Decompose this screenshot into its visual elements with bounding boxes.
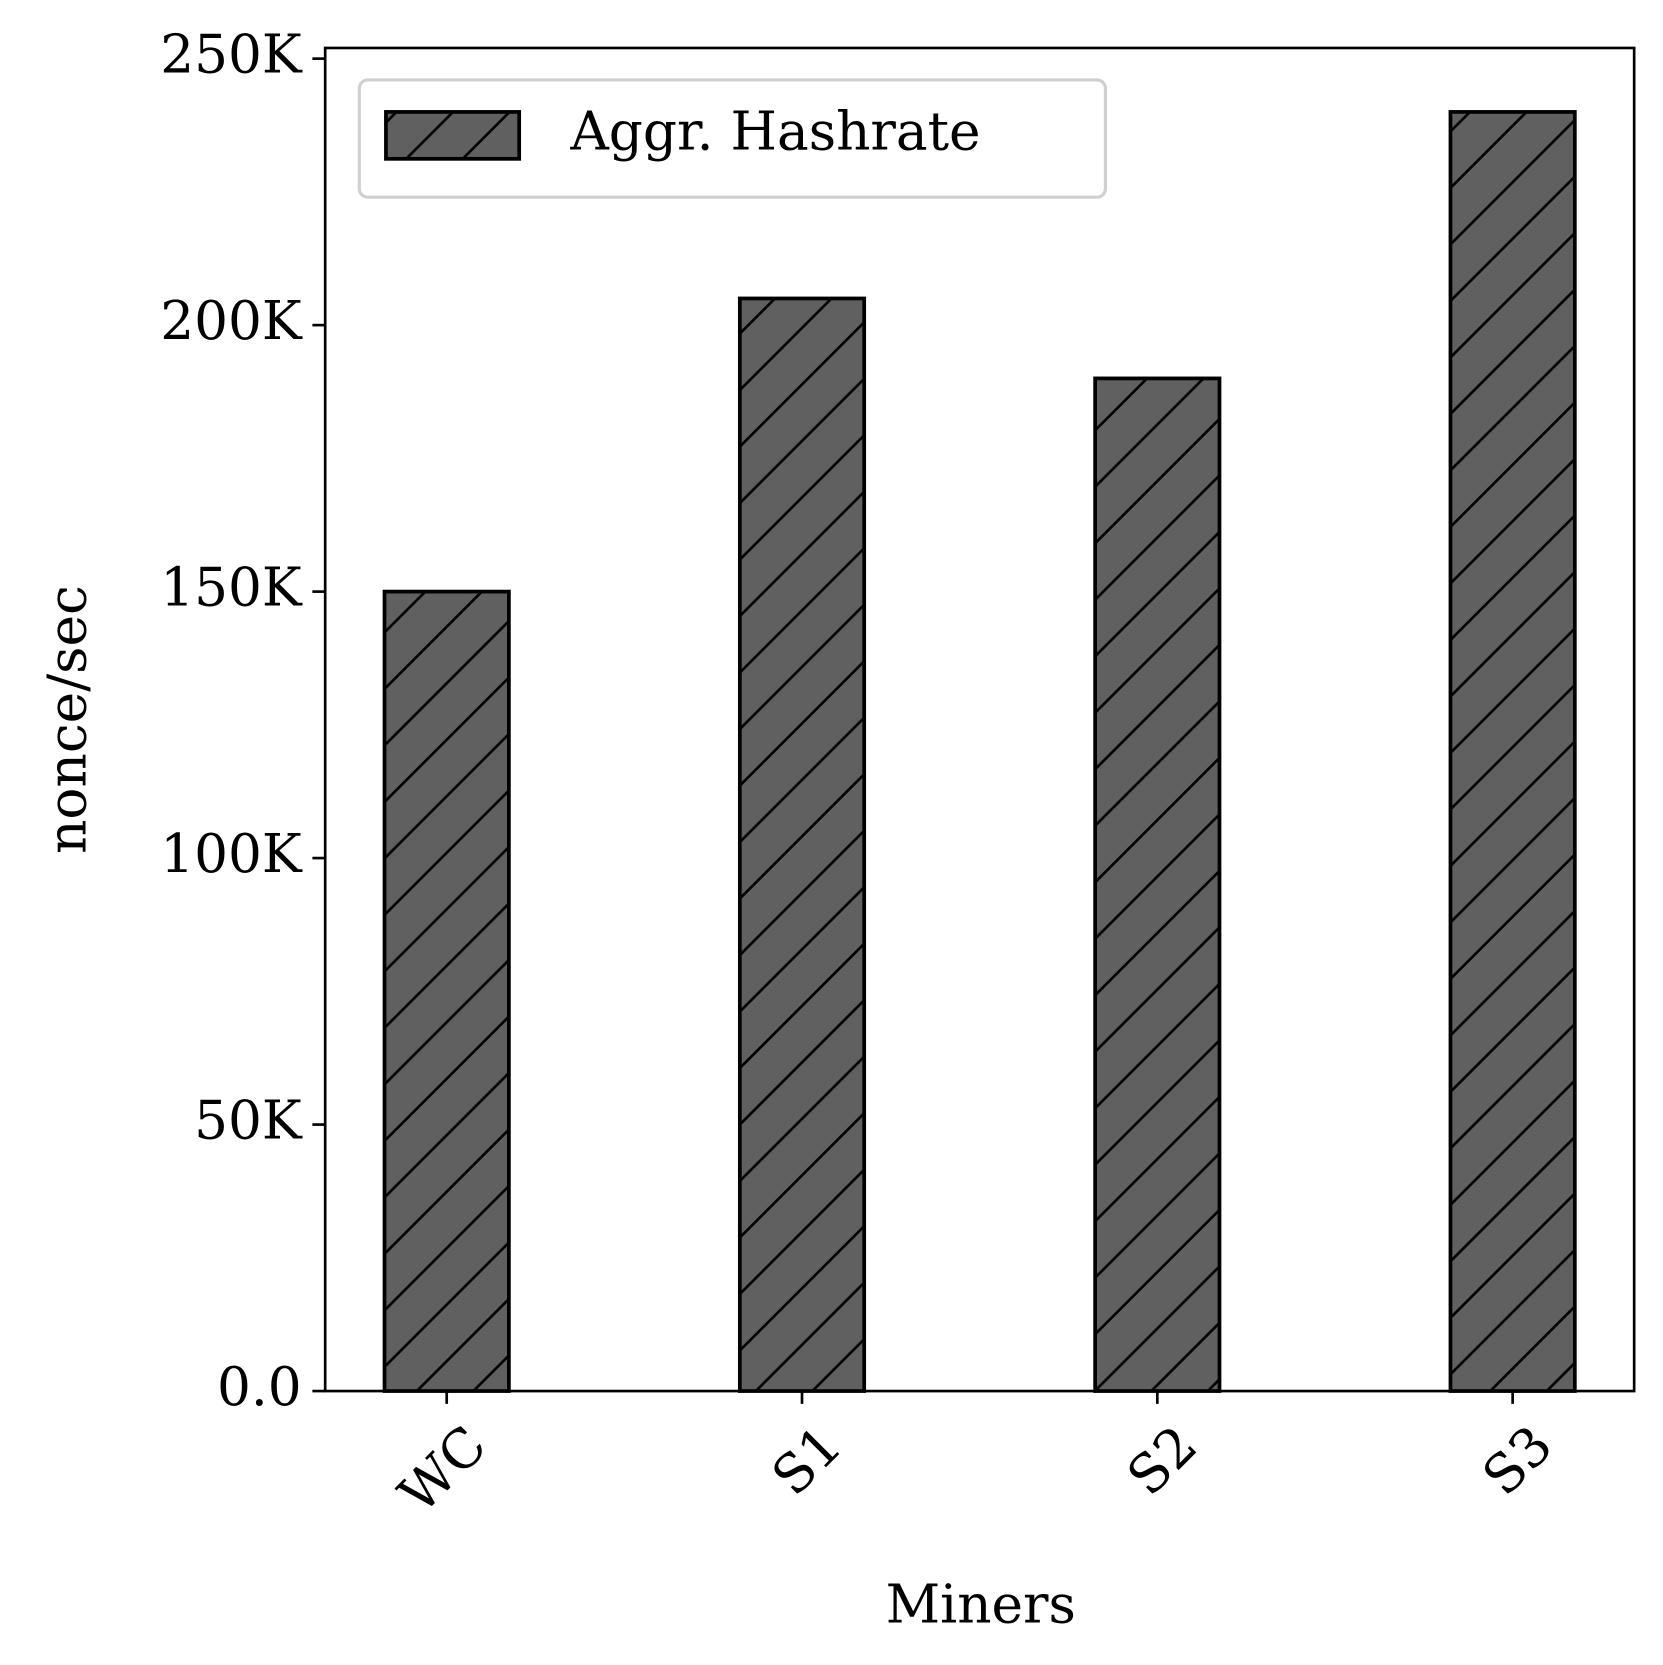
- x-tick-label: S3: [1471, 1414, 1565, 1508]
- legend-label: Aggr. Hashrate: [569, 100, 980, 162]
- y-tick-label: 150K: [160, 557, 303, 619]
- y-tick-label: 200K: [160, 290, 303, 352]
- y-tick-label: 0.0: [217, 1356, 302, 1418]
- x-axis-label: Miners: [886, 1573, 1076, 1635]
- x-tick-label: WC: [387, 1414, 498, 1525]
- y-axis-label: nonce/sec: [36, 585, 98, 854]
- x-tick-label: S1: [760, 1414, 854, 1508]
- y-tick-label: 100K: [160, 823, 303, 885]
- bar-hatch: [737, 296, 867, 1393]
- legend-box: [357, 78, 1108, 199]
- bar-hatch: [382, 589, 511, 1393]
- bar-hatch: [1093, 376, 1222, 1393]
- bar-hatch: [1448, 110, 1577, 1393]
- y-tick-label: 250K: [160, 24, 303, 86]
- x-tick-label: S2: [1116, 1414, 1210, 1508]
- legend-swatch-hatch: [384, 110, 522, 161]
- plot-frame: [323, 46, 1636, 1393]
- y-tick-label: 50K: [194, 1090, 303, 1152]
